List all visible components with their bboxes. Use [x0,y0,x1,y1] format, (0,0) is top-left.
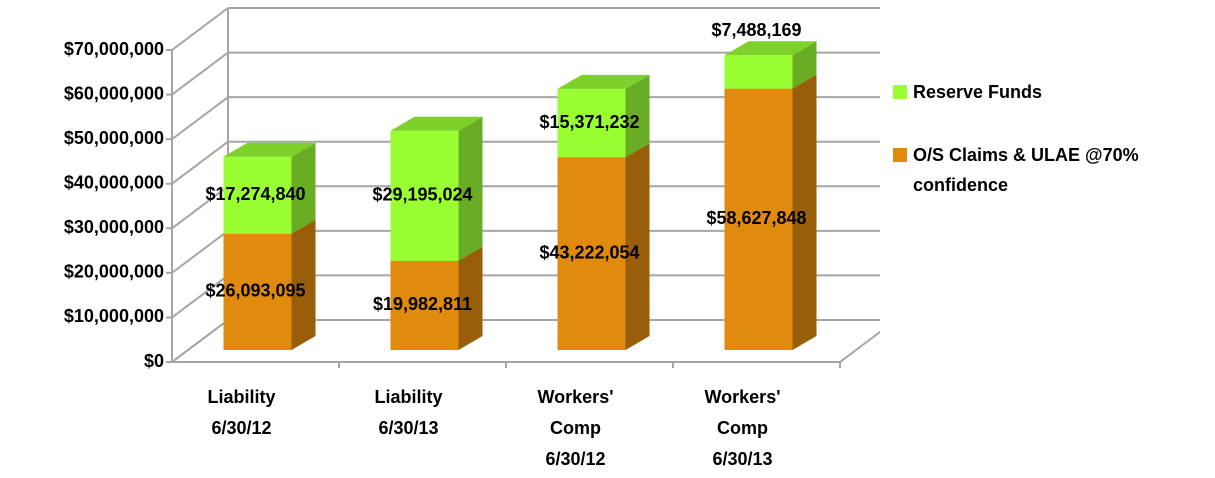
grid-line-side [171,140,229,185]
grid-line-side [171,274,229,319]
y-tick-label: $30,000,000 [64,217,164,237]
bar-side [458,246,483,350]
x-tick-label: 6/30/13 [378,418,438,438]
bar-top [390,116,483,131]
grid-line-side [171,319,229,363]
value-label: $17,274,840 [205,184,305,204]
bar-front [390,260,459,350]
y-tick-label: $40,000,000 [64,172,164,192]
bar-front [390,130,459,261]
legend-entry: O/S Claims & ULAE @70% confidence [893,143,1208,200]
bar-side [291,142,316,234]
value-label: $29,195,024 [372,185,472,205]
bar-side [291,219,316,350]
legend-entry: Reserve Funds [893,80,1208,107]
x-tick-label: Comp [717,418,768,438]
x-tick-label: Liability [207,387,275,407]
value-label: $26,093,095 [205,281,305,301]
chart: $0 $10,000,000 $20,000,000 $30,000,000 $40,0… [64,7,880,469]
y-tick-label: $20,000,000 [64,262,164,282]
legend-label: O/S Claims & ULAE @70% confidence [913,145,1139,195]
grid-line-side [171,96,229,140]
bar-front [223,156,292,234]
bar-top [223,142,316,157]
bar [724,74,817,350]
bar [390,116,483,261]
legend: Reserve Funds O/S Claims & ULAE @70% conf… [893,80,1208,236]
bar-front [724,88,793,350]
x-tick-label: 6/30/12 [211,418,271,438]
bar-top [557,74,650,89]
legend-swatch [893,85,907,99]
bar [724,41,817,89]
bar-side [792,74,817,350]
grid-line-side [171,185,229,230]
bar-front [724,55,793,89]
legend-swatch [893,148,907,162]
bar-side [792,41,817,89]
bar [557,74,650,158]
value-label: $19,982,811 [373,294,472,314]
y-tick-label: $0 [144,351,164,371]
bar-side [625,143,650,350]
bar-front [557,157,626,350]
value-label: $43,222,054 [539,242,639,262]
y-tick-label: $50,000,000 [64,128,164,148]
bar-front [557,88,626,158]
value-label: $15,371,232 [539,112,639,132]
x-tick-label: 6/30/12 [545,449,605,469]
bar-top [724,41,817,56]
y-tick-label: $10,000,000 [64,306,164,326]
grid-line-side [171,7,229,51]
x-tick-label: 6/30/13 [712,449,772,469]
value-label: $7,488,169 [711,20,801,40]
bar-side [458,116,483,261]
x-tick-label: Workers' [538,387,614,407]
y-tick-label: $70,000,000 [64,39,164,59]
value-label: $58,627,848 [706,208,806,228]
x-tick-label: Liability [374,387,442,407]
y-tick-label: $60,000,000 [64,83,164,103]
grid-line-side [171,51,229,96]
bar-side [625,74,650,158]
grid-line-side [171,230,229,274]
bar [223,142,316,234]
x-tick-label: Workers' [705,387,781,407]
legend-label: Reserve Funds [913,82,1043,102]
bar-front [223,233,292,350]
x-tick-label: Comp [550,418,601,438]
